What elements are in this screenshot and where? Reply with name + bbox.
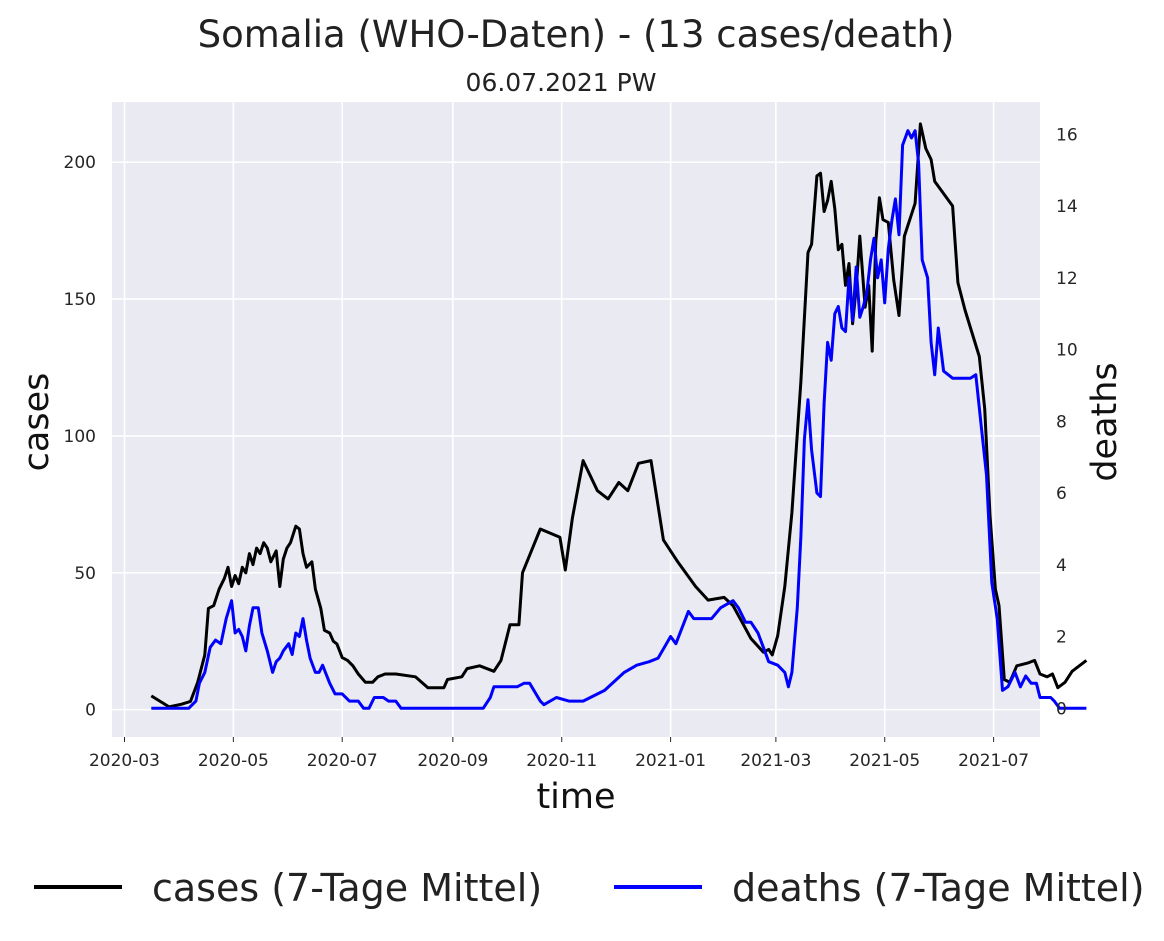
y-tick-label: 0 [85, 701, 96, 721]
x-tick-label: 2020-03 [89, 751, 160, 771]
y2-tick-label: 0 [1056, 699, 1067, 719]
y2-tick-label: 12 [1056, 269, 1078, 289]
x-tick-label: 2020-11 [526, 751, 597, 771]
y2-tick-label: 16 [1056, 125, 1078, 145]
y2-tick-label: 4 [1056, 556, 1067, 576]
y2-tick-label: 2 [1056, 628, 1067, 648]
x-tick-label: 2020-07 [307, 751, 378, 771]
chart-title: Somalia (WHO-Daten) - (13 cases/death) [198, 13, 955, 56]
x-tick-label: 2021-03 [740, 751, 811, 771]
x-tick-label: 2020-05 [198, 751, 269, 771]
cases-line [150, 122, 1088, 709]
deaths-line [151, 129, 1087, 710]
y-tick-label: 150 [64, 290, 96, 310]
y-axis-label: cases [17, 373, 57, 472]
series-lines [150, 122, 1088, 710]
y2-tick-label: 6 [1056, 484, 1067, 504]
y-tick-label: 50 [74, 564, 96, 584]
grid [112, 102, 1040, 737]
y2-tick-label: 14 [1056, 197, 1078, 217]
legend: cases (7-Tage Mittel) deaths (7-Tage Mit… [34, 866, 1145, 910]
y2-tick-label: 10 [1056, 341, 1078, 361]
y2-axis-label: deaths [1085, 362, 1125, 481]
y-tick-label: 100 [64, 427, 96, 447]
y2-tick-label: 8 [1056, 412, 1067, 432]
x-axis-label: time [536, 777, 615, 817]
x-tick-label: 2020-09 [417, 751, 488, 771]
y-tick-labels: 0 50 100 150 200 [64, 153, 96, 720]
y-tick-label: 200 [64, 153, 96, 173]
x-tick-label: 2021-05 [849, 751, 920, 771]
legend-label-cases: cases (7-Tage Mittel) [152, 866, 542, 910]
x-tick-label: 2021-07 [958, 751, 1029, 771]
x-tick-labels: 2020-03 2020-05 2020-07 2020-09 2020-11 2021-… [89, 737, 1029, 771]
legend-label-deaths: deaths (7-Tage Mittel) [732, 866, 1145, 910]
x-tick-label: 2021-01 [635, 751, 706, 771]
y2-tick-labels: 0 2 4 6 8 10 12 14 16 [1056, 125, 1078, 719]
chart-subtitle: 06.07.2021 PW [466, 68, 657, 97]
